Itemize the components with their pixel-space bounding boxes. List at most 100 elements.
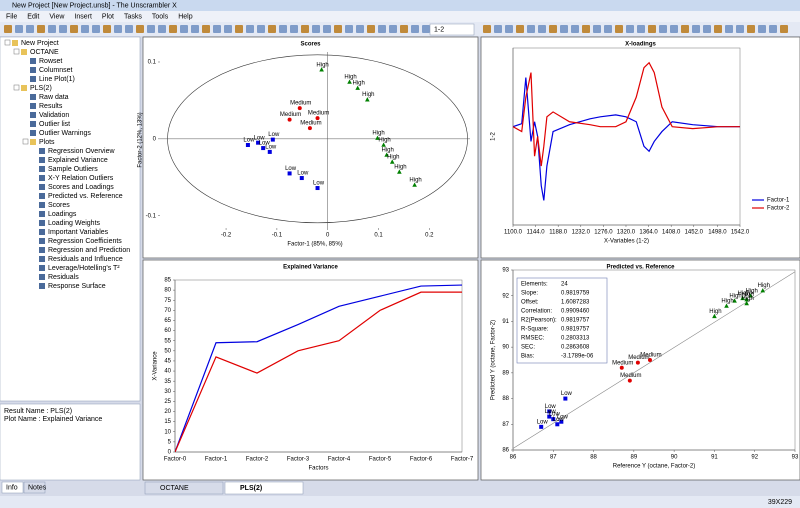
- toolbar-button[interactable]: [725, 25, 733, 33]
- toolbar-button[interactable]: [147, 25, 155, 33]
- tree-item[interactable]: Leverage/Hotelling's T²: [48, 265, 120, 272]
- toolbar-button[interactable]: [279, 25, 287, 33]
- toolbar-button[interactable]: [626, 25, 634, 33]
- tree-item[interactable]: PLS(2): [30, 85, 52, 92]
- toolbar-button[interactable]: [202, 25, 210, 33]
- doc-tab[interactable]: [224, 481, 304, 495]
- toolbar-button[interactable]: [560, 25, 568, 33]
- toolbar-button[interactable]: [604, 25, 612, 33]
- tree-item[interactable]: Loading Weights: [48, 220, 101, 227]
- toolbar-button[interactable]: [235, 25, 243, 33]
- toolbar-button[interactable]: [169, 25, 177, 33]
- toolbar-button[interactable]: [747, 25, 755, 33]
- toolbar-button[interactable]: [92, 25, 100, 33]
- tree-item[interactable]: Outlier Warnings: [39, 130, 91, 137]
- tree-item[interactable]: Residuals and Influence: [48, 256, 123, 263]
- tree-item[interactable]: Scores: [48, 202, 70, 209]
- tree-item[interactable]: Explained Variance: [48, 157, 108, 164]
- toolbar-button[interactable]: [736, 25, 744, 33]
- toolbar-button[interactable]: [191, 25, 199, 33]
- doc-tab[interactable]: [144, 481, 224, 495]
- doc-tab-label[interactable]: PLS(2): [240, 485, 262, 492]
- menu-item[interactable]: Insert: [74, 13, 92, 20]
- toolbar-button[interactable]: [422, 25, 430, 33]
- menu-item[interactable]: View: [49, 13, 65, 20]
- menu-item[interactable]: Tasks: [124, 13, 142, 20]
- toolbar-button[interactable]: [334, 25, 342, 33]
- toolbar-button[interactable]: [411, 25, 419, 33]
- toolbar-button[interactable]: [648, 25, 656, 33]
- toolbar-button[interactable]: [48, 25, 56, 33]
- toolbar-button[interactable]: [637, 25, 645, 33]
- toolbar-button[interactable]: [158, 25, 166, 33]
- toolbar-button[interactable]: [59, 25, 67, 33]
- tree-item[interactable]: Scores and Loadings: [48, 184, 114, 191]
- tree-item[interactable]: Residuals: [48, 274, 79, 281]
- toolbar-button[interactable]: [389, 25, 397, 33]
- toolbar-button[interactable]: [4, 25, 12, 33]
- expander[interactable]: [22, 138, 29, 145]
- toolbar-button[interactable]: [356, 25, 364, 33]
- toolbar-button[interactable]: [615, 25, 623, 33]
- toolbar-button[interactable]: [538, 25, 546, 33]
- doc-tab-label[interactable]: OCTANE: [160, 485, 189, 492]
- toolbar-button[interactable]: [213, 25, 221, 33]
- toolbar-button[interactable]: [323, 25, 331, 33]
- toolbar-button[interactable]: [290, 25, 298, 33]
- toolbar-button[interactable]: [37, 25, 45, 33]
- tree-item[interactable]: Outlier list: [39, 121, 70, 128]
- toolbar-button[interactable]: [103, 25, 111, 33]
- toolbar-button[interactable]: [15, 25, 23, 33]
- toolbar-button[interactable]: [670, 25, 678, 33]
- tree-item[interactable]: Loadings: [48, 211, 77, 218]
- toolbar-button[interactable]: [180, 25, 188, 33]
- tree-item[interactable]: Important Variables: [48, 229, 109, 236]
- toolbar-button[interactable]: [549, 25, 557, 33]
- toolbar-button[interactable]: [136, 25, 144, 33]
- toolbar-button[interactable]: [125, 25, 133, 33]
- panel-tab[interactable]: [1, 481, 24, 494]
- toolbar-button[interactable]: [703, 25, 711, 33]
- toolbar-button[interactable]: [268, 25, 276, 33]
- toolbar-button[interactable]: [758, 25, 766, 33]
- tree-item[interactable]: Validation: [39, 112, 69, 119]
- toolbar-button[interactable]: [26, 25, 34, 33]
- toolbar-button[interactable]: [301, 25, 309, 33]
- toolbar-button[interactable]: [81, 25, 89, 33]
- tree-item[interactable]: Predicted vs. Reference: [48, 193, 123, 200]
- toolbar-button[interactable]: [494, 25, 502, 33]
- toolbar-button[interactable]: [257, 25, 265, 33]
- tree-item[interactable]: Rowset: [39, 58, 62, 65]
- toolbar-button[interactable]: [780, 25, 788, 33]
- menu-item[interactable]: Plot: [102, 13, 114, 20]
- toolbar-button[interactable]: [571, 25, 579, 33]
- tree-item[interactable]: Plots: [39, 139, 55, 146]
- tree-item[interactable]: Regression and Prediction: [48, 247, 130, 254]
- toolbar-button[interactable]: [224, 25, 232, 33]
- toolbar-button[interactable]: [367, 25, 375, 33]
- toolbar-button[interactable]: [246, 25, 254, 33]
- toolbar-button[interactable]: [378, 25, 386, 33]
- tree-item[interactable]: X-Y Relation Outliers: [48, 175, 114, 182]
- tree-item[interactable]: Regression Coefficients: [48, 238, 122, 245]
- toolbar-button[interactable]: [345, 25, 353, 33]
- tree-item[interactable]: Response Surface: [48, 283, 106, 290]
- expander[interactable]: [13, 48, 20, 55]
- toolbar-button[interactable]: [505, 25, 513, 33]
- expander[interactable]: [13, 84, 20, 91]
- toolbar-button[interactable]: [582, 25, 590, 33]
- toolbar-button[interactable]: [593, 25, 601, 33]
- toolbar-button[interactable]: [483, 25, 491, 33]
- toolbar-button[interactable]: [312, 25, 320, 33]
- menu-item[interactable]: Tools: [152, 13, 169, 20]
- menu-item[interactable]: File: [6, 13, 17, 20]
- panel-tab-label[interactable]: Info: [6, 484, 18, 491]
- expander[interactable]: [4, 39, 11, 46]
- toolbar-button[interactable]: [400, 25, 408, 33]
- toolbar-button[interactable]: [681, 25, 689, 33]
- toolbar-button[interactable]: [769, 25, 777, 33]
- tree-item[interactable]: Line Plot(1): [39, 76, 75, 83]
- tree-item[interactable]: Sample Outliers: [48, 166, 98, 173]
- panel-tab[interactable]: [23, 481, 46, 494]
- toolbar-button[interactable]: [527, 25, 535, 33]
